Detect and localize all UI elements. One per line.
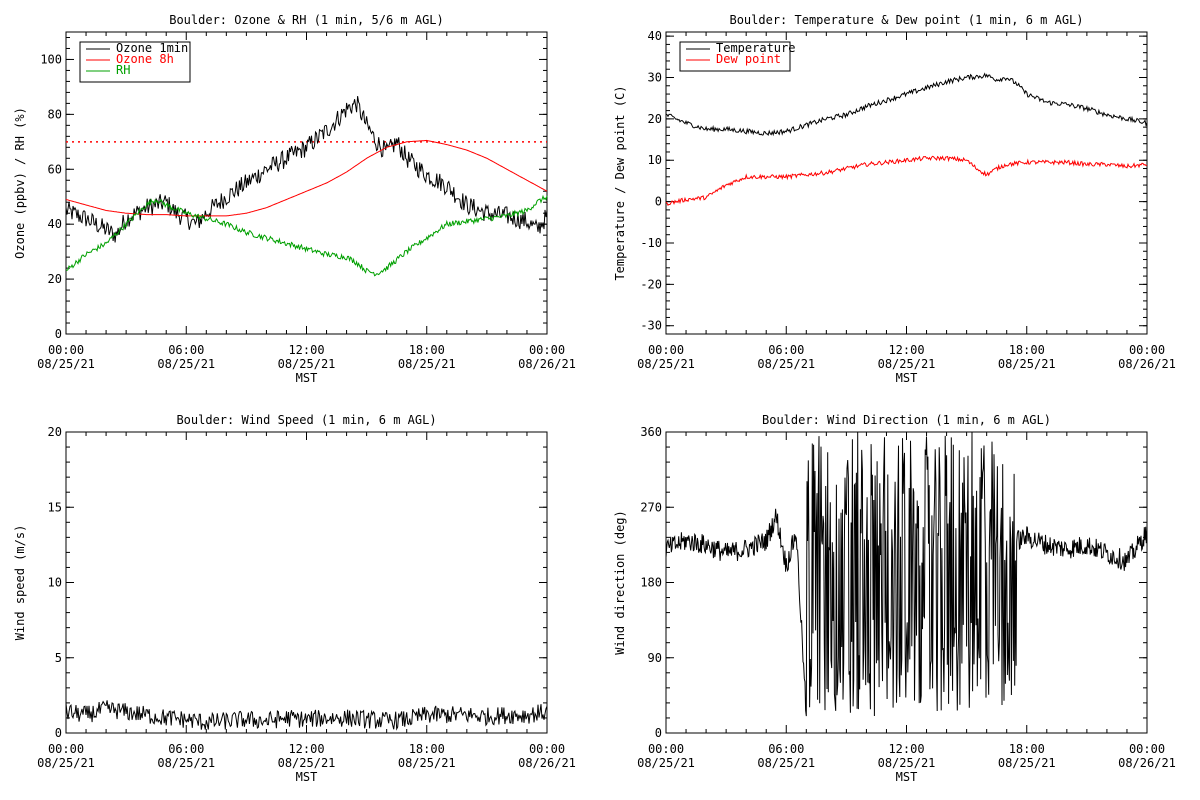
y-tick-label: 60 (48, 162, 62, 176)
x-tick-time: 18:00 (1009, 343, 1045, 357)
x-axis-label: MST (896, 770, 918, 784)
x-tick-date: 08/26/21 (1118, 357, 1176, 371)
x-tick-date: 08/25/21 (878, 756, 936, 770)
x-tick-date: 08/25/21 (998, 756, 1056, 770)
y-axis-label: Wind direction (deg) (613, 510, 627, 655)
y-tick-label: 20 (48, 425, 62, 439)
x-tick-time: 06:00 (768, 343, 804, 357)
y-tick-label: 0 (55, 726, 62, 740)
y-tick-label: 180 (640, 576, 662, 590)
legend-label: Ozone 1min (116, 41, 188, 55)
legend-label: Temperature (716, 41, 795, 55)
x-tick-time: 12:00 (288, 742, 324, 756)
x-tick-date: 08/25/21 (637, 756, 695, 770)
x-tick-date: 08/25/21 (637, 357, 695, 371)
series-line (665, 72, 1148, 137)
legend-label: RH (116, 63, 130, 77)
x-tick-date: 08/25/21 (398, 756, 456, 770)
x-tick-time: 18:00 (409, 742, 445, 756)
series-line (65, 700, 548, 731)
series-line (65, 139, 548, 217)
y-tick-label: 20 (48, 272, 62, 286)
y-tick-label: 40 (48, 217, 62, 231)
legend-box (679, 41, 791, 72)
legend-label: Dew point (716, 52, 781, 66)
chart-title: Boulder: Temperature & Dew point (1 min,… (729, 13, 1083, 27)
y-axis-label: Temperature / Dew point (C) (613, 85, 627, 280)
series-line (665, 155, 1148, 206)
x-tick-time: 00:00 (648, 343, 684, 357)
x-tick-date: 08/26/21 (518, 756, 576, 770)
x-tick-date: 08/25/21 (278, 756, 336, 770)
y-tick-label: 30 (648, 71, 662, 85)
y-tick-label: 90 (648, 651, 662, 665)
plot-frame (665, 431, 1148, 734)
x-tick-date: 08/26/21 (1118, 756, 1176, 770)
x-tick-date: 08/25/21 (757, 756, 815, 770)
y-axis-label: Ozone (ppbv) / RH (%) (13, 107, 27, 259)
x-tick-date: 08/25/21 (757, 357, 815, 371)
x-tick-time: 00:00 (648, 742, 684, 756)
x-tick-date: 08/25/21 (37, 756, 95, 770)
x-tick-time: 06:00 (168, 343, 204, 357)
x-tick-time: 12:00 (888, 742, 924, 756)
x-axis-label: MST (296, 371, 318, 385)
x-tick-time: 12:00 (888, 343, 924, 357)
y-tick-label: 0 (55, 327, 62, 341)
x-tick-time: 00:00 (48, 742, 84, 756)
y-tick-label: 5 (55, 651, 62, 665)
series-line (665, 432, 1148, 717)
y-tick-label: 15 (48, 500, 62, 514)
series-line (65, 194, 548, 277)
x-axis-label: MST (896, 371, 918, 385)
x-tick-date: 08/25/21 (398, 357, 456, 371)
y-tick-label: 360 (640, 425, 662, 439)
y-tick-label: 10 (648, 153, 662, 167)
x-tick-date: 08/25/21 (998, 357, 1056, 371)
plot-frame (665, 31, 1148, 335)
y-tick-label: 0 (655, 726, 662, 740)
y-tick-label: 80 (48, 107, 62, 121)
x-tick-time: 00:00 (529, 343, 565, 357)
x-tick-date: 08/25/21 (278, 357, 336, 371)
x-tick-date: 08/25/21 (37, 357, 95, 371)
x-tick-time: 18:00 (1009, 742, 1045, 756)
x-tick-date: 08/26/21 (518, 357, 576, 371)
x-tick-time: 00:00 (1129, 742, 1165, 756)
series-line (65, 96, 548, 243)
legend-label: Ozone 8h (116, 52, 174, 66)
y-tick-label: -10 (640, 236, 662, 250)
x-tick-time: 06:00 (168, 742, 204, 756)
y-tick-label: 10 (48, 576, 62, 590)
y-tick-label: 40 (648, 29, 662, 43)
y-tick-label: -20 (640, 277, 662, 291)
y-tick-label: 0 (655, 195, 662, 209)
x-tick-date: 08/25/21 (157, 357, 215, 371)
y-tick-label: 100 (40, 52, 62, 66)
y-axis-label: Wind speed (m/s) (13, 525, 27, 641)
x-tick-date: 08/25/21 (157, 756, 215, 770)
x-tick-time: 06:00 (768, 742, 804, 756)
x-tick-time: 12:00 (288, 343, 324, 357)
chart-title: Boulder: Wind Speed (1 min, 6 m AGL) (176, 413, 436, 427)
y-tick-label: -30 (640, 319, 662, 333)
plot-frame (65, 431, 548, 734)
x-tick-time: 00:00 (48, 343, 84, 357)
y-tick-label: 270 (640, 500, 662, 514)
chart-title: Boulder: Ozone & RH (1 min, 5/6 m AGL) (169, 13, 444, 27)
y-tick-label: 20 (648, 112, 662, 126)
x-tick-time: 00:00 (529, 742, 565, 756)
x-tick-time: 18:00 (409, 343, 445, 357)
x-axis-label: MST (296, 770, 318, 784)
chart-title: Boulder: Wind Direction (1 min, 6 m AGL) (762, 413, 1051, 427)
x-tick-date: 08/25/21 (878, 357, 936, 371)
x-tick-time: 00:00 (1129, 343, 1165, 357)
